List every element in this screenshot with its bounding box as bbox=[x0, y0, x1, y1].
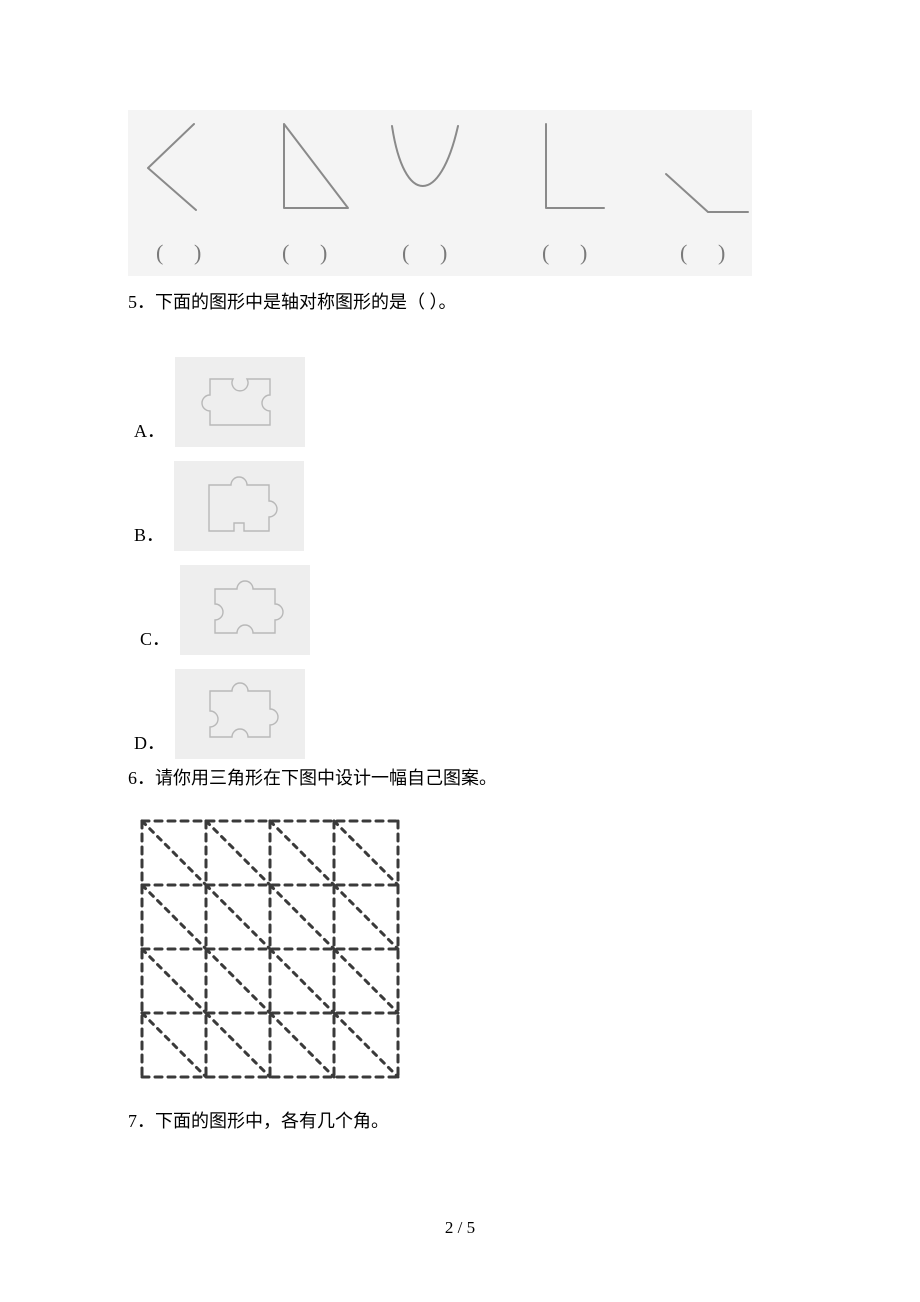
puzzle-piece-d-icon bbox=[175, 669, 305, 759]
puzzle-piece-a-icon bbox=[175, 357, 305, 447]
blank-paren: ) bbox=[320, 240, 327, 265]
blank-paren: ( bbox=[156, 240, 163, 265]
option-c: C． bbox=[140, 565, 792, 655]
option-d: D． bbox=[134, 669, 792, 759]
puzzle-piece-c-icon bbox=[180, 565, 310, 655]
puzzle-piece-b-icon bbox=[174, 461, 304, 551]
blank-paren: ) bbox=[718, 240, 725, 265]
option-label: A． bbox=[134, 417, 165, 447]
option-b: B． bbox=[134, 461, 792, 551]
option-label: B． bbox=[134, 521, 164, 551]
angle-shapes-figure: () () () () () bbox=[128, 110, 792, 281]
option-a: A． bbox=[134, 357, 792, 447]
blank-paren: ) bbox=[580, 240, 587, 265]
option-label: D． bbox=[134, 729, 165, 759]
blank-paren: ( bbox=[282, 240, 289, 265]
question-number: 7． bbox=[128, 1111, 155, 1131]
blank-paren: ( bbox=[680, 240, 687, 265]
question-text: 下面的图形中，各有几个角。 bbox=[155, 1111, 389, 1131]
option-label: C． bbox=[140, 625, 170, 655]
question-text: 请你用三角形在下图中设计一幅自己图案。 bbox=[155, 768, 497, 788]
page-number: 2 / 5 bbox=[0, 1218, 920, 1238]
blank-paren: ( bbox=[402, 240, 409, 265]
triangle-grid-figure bbox=[136, 815, 792, 1088]
question-text: 下面的图形中是轴对称图形的是（ ）。 bbox=[155, 292, 457, 312]
blank-paren: ) bbox=[440, 240, 447, 265]
question-6: 6．请你用三角形在下图中设计一幅自己图案。 bbox=[128, 763, 792, 793]
question-5: 5．下面的图形中是轴对称图形的是（ ）。 bbox=[128, 287, 792, 317]
question-number: 5． bbox=[128, 292, 155, 312]
blank-paren: ( bbox=[542, 240, 549, 265]
question-number: 6． bbox=[128, 768, 155, 788]
blank-paren: ) bbox=[194, 240, 201, 265]
question-7: 7．下面的图形中，各有几个角。 bbox=[128, 1106, 792, 1136]
